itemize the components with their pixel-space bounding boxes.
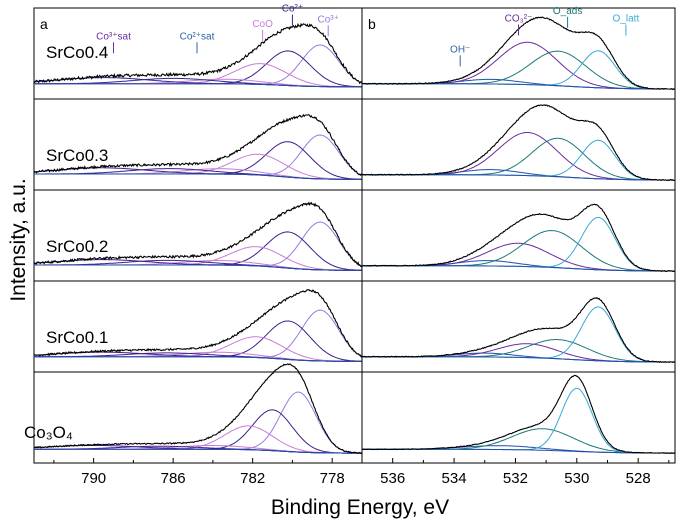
y-axis-label: Intensity, a.u. <box>7 178 30 301</box>
panel-a: 790 786 782 778 SrCo0.4SrCo0.3SrCo0.2SrCo0.… <box>24 4 363 487</box>
sample-group <box>361 374 676 454</box>
sample-label: SrCo0.4 <box>46 43 108 62</box>
peak-annotation: CO₃²⁻ <box>505 14 533 25</box>
x-axis-label: Binding Energy, eV <box>271 496 449 519</box>
component-peak-co3 <box>362 343 675 363</box>
envelope-spectrum <box>361 374 676 454</box>
peak-annotation: Co³⁺ <box>318 14 339 25</box>
sample-group <box>33 113 363 180</box>
panel-a-letter: a <box>40 16 48 32</box>
envelope-spectrum <box>361 104 676 182</box>
panel-a-separators <box>34 98 362 373</box>
background-line <box>34 264 362 271</box>
sample-group <box>33 363 363 455</box>
envelope-spectrum <box>361 297 676 364</box>
envelope-spectrum <box>33 22 363 85</box>
panel-b-letter: b <box>368 16 376 32</box>
sample-label: SrCo0.3 <box>46 146 108 165</box>
background-line <box>34 356 362 362</box>
panel-b-frame <box>361 7 676 464</box>
background-line <box>362 265 675 272</box>
x-tick-label: 778 <box>320 470 345 487</box>
panel-a-annotations: Co³⁺sat Co²⁺sat CoO Co²⁺ Co³⁺ <box>96 4 339 54</box>
x-tick-label: 534 <box>442 470 467 487</box>
sample-group <box>361 203 676 273</box>
panel-b-annotations: OH⁻ CO₃²⁻ O_ads O_latt <box>450 6 639 67</box>
sample-group <box>33 22 363 88</box>
x-tick-label: 536 <box>380 470 405 487</box>
envelope-spectrum <box>33 288 363 358</box>
sample-group <box>33 288 363 362</box>
panel-b: 536 534 532 530 528 OH⁻ CO₃²⁻ O_ads O_latt b <box>361 6 676 487</box>
sample-label: Co₃O₄ <box>24 423 73 442</box>
component-peak-co3- <box>34 391 362 454</box>
sample-group <box>361 16 676 91</box>
component-peak-oads <box>362 137 675 181</box>
sample-group <box>33 201 363 271</box>
sample-label: SrCo0.1 <box>46 328 108 347</box>
envelope-spectrum <box>33 201 363 268</box>
background-line <box>34 173 362 180</box>
x-tick-label: 782 <box>240 470 265 487</box>
component-peak-olatt <box>362 387 675 454</box>
component-peak-co3 <box>362 132 675 181</box>
peak-annotation: CoO <box>252 19 273 30</box>
sample-label: SrCo0.2 <box>46 237 108 256</box>
peak-annotation: Co³⁺sat <box>96 31 131 42</box>
envelope-spectrum <box>33 363 363 455</box>
panel-b-curves <box>361 16 676 454</box>
envelope-spectrum <box>361 203 675 273</box>
panel-b-x-ticks: 536 534 532 530 528 <box>361 458 670 487</box>
peak-annotation: OH⁻ <box>450 44 470 55</box>
component-peak-oads <box>362 229 676 272</box>
panel-a-sample-labels: SrCo0.4 SrCo0.3 SrCo0.2 SrCo0.1 Co₃O₄ <box>24 43 108 442</box>
panel-b-separators <box>362 98 675 373</box>
panel-a-frame <box>33 7 363 464</box>
envelope-spectrum <box>33 113 363 176</box>
background-line <box>34 448 362 454</box>
background-line <box>362 83 675 90</box>
panel-a-x-ticks: 790 786 782 778 <box>53 458 345 487</box>
x-tick-label: 790 <box>81 470 106 487</box>
x-tick-label: 786 <box>161 470 186 487</box>
x-tick-label: 530 <box>564 470 589 487</box>
peak-annotation: Co²⁺ <box>282 4 303 15</box>
background-line <box>362 174 675 181</box>
background-line <box>34 83 362 88</box>
peak-annotation: Co²⁺sat <box>180 31 215 42</box>
sample-group <box>361 104 676 182</box>
peak-annotation: O_ads <box>553 6 582 17</box>
sample-group <box>361 297 676 364</box>
panel-a-curves <box>33 22 363 455</box>
background-line <box>362 356 675 363</box>
x-tick-label: 528 <box>626 470 651 487</box>
peak-annotation: O_latt <box>613 14 640 25</box>
x-tick-label: 532 <box>503 470 528 487</box>
